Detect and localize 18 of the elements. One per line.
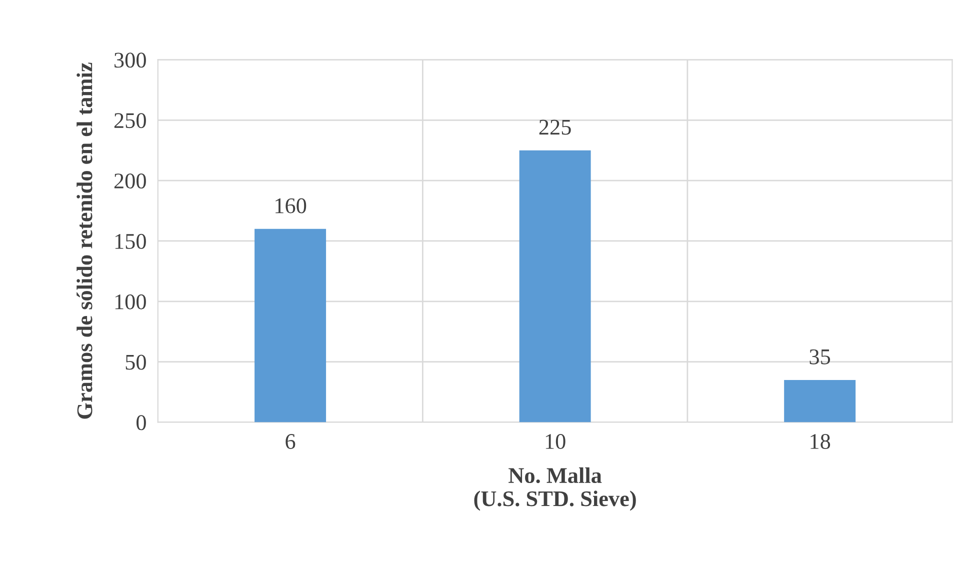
data-label: 35 <box>810 349 830 364</box>
y-tick-label: 0 <box>136 415 146 430</box>
data-label: 160 <box>276 198 306 214</box>
bar <box>254 228 326 422</box>
y-tick-label: 50 <box>126 354 146 370</box>
x-axis-title: No. Malla (U.S. STD. Sieve) <box>474 467 636 511</box>
y-tick-label: 200 <box>114 174 146 188</box>
x-tick-label: 10 <box>546 434 566 449</box>
x-tick-label: 6 <box>286 434 296 449</box>
y-tick-label: 150 <box>115 234 146 249</box>
y-tick-label: 300 <box>114 52 146 68</box>
data-label: 225 <box>539 120 571 135</box>
x-tick-label: 18 <box>810 434 830 449</box>
bar <box>519 150 591 422</box>
y-tick-label: 250 <box>114 113 146 128</box>
y-axis-title: Gramos de sólido retenido en el tamiz <box>76 62 92 419</box>
bar <box>784 380 856 422</box>
y-tick-label: 100 <box>115 294 146 310</box>
